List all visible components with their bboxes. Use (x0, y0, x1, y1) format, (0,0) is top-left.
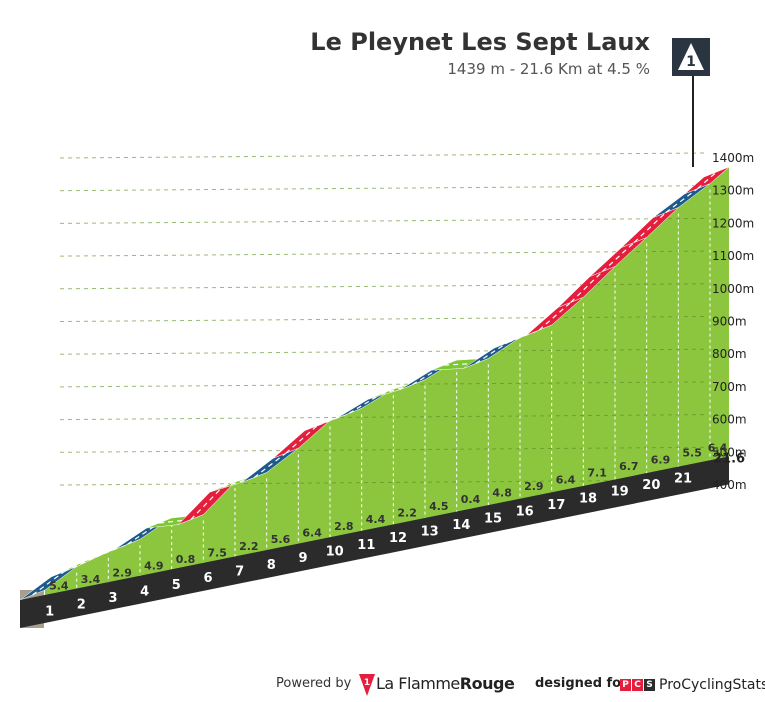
gradient-label: 6.4 (556, 473, 576, 486)
grid-line (59, 250, 706, 257)
road-centerline (32, 571, 65, 596)
designed-for-label: designed for (535, 676, 628, 691)
pcs-letter-p: P (620, 679, 631, 691)
road-centerline (63, 556, 97, 573)
gradient-label: 6.7 (619, 460, 639, 473)
grid-line (59, 283, 706, 290)
km-label: 18 (579, 491, 597, 506)
y-tick-label: 1400m (712, 151, 754, 165)
km-label: 15 (484, 511, 502, 526)
gradient-label: 3.4 (81, 573, 101, 586)
flamme-rouge-brand[interactable]: La FlammeRouge (376, 674, 515, 693)
gradient-label: 5.4 (49, 580, 69, 593)
km-label: 17 (547, 498, 565, 513)
grid-line (59, 446, 706, 453)
gradient-label: 0.8 (176, 553, 196, 566)
km-label: 6 (203, 571, 212, 586)
road-centerline (602, 241, 635, 272)
climb-title: Le Pleynet Les Sept Laux (310, 28, 650, 56)
gradient-label: 2.9 (524, 480, 544, 493)
grid-line (59, 414, 706, 421)
pcs-logo-icon: P C S (620, 679, 655, 691)
y-tick-label: 1100m (712, 249, 754, 263)
km-label: 8 (267, 558, 276, 573)
km-label: 16 (516, 505, 534, 520)
gradient-label: 5.6 (271, 533, 291, 546)
road-centerline (538, 301, 572, 331)
pcs-letter-c: C (632, 679, 643, 691)
y-tick-label: 600m (712, 413, 747, 427)
gradient-label: 4.8 (492, 487, 512, 500)
grid-line (59, 185, 706, 192)
km-label: 3 (108, 591, 117, 606)
y-tick-label: 1300m (712, 184, 754, 198)
y-tick-label: 1000m (712, 282, 754, 296)
gradient-label: 7.5 (207, 546, 227, 559)
gradient-label: 7.1 (587, 467, 607, 480)
road-centerline (633, 212, 667, 243)
gradient-label: 2.2 (239, 540, 259, 553)
gradient-label: 0.4 (461, 493, 481, 506)
category-triangle-icon (678, 43, 704, 70)
procyclingstats-brand[interactable]: ProCyclingStats (659, 677, 765, 693)
road-centerline (475, 342, 508, 364)
flamme-brand-bold: Rouge (459, 674, 515, 693)
road-centerline (348, 393, 382, 414)
y-tick-label: 1200m (712, 216, 754, 230)
km-label: 7 (235, 564, 244, 579)
road-centerline (697, 171, 717, 190)
km-label: 11 (357, 538, 375, 553)
road-centerline (190, 486, 223, 520)
road-centerline (285, 424, 318, 454)
gradient-label: 6.4 (302, 526, 322, 539)
km-label: 20 (642, 478, 660, 493)
gradient-label: 4.9 (144, 560, 164, 573)
y-tick-label: 500m (712, 445, 747, 459)
svg-text:1: 1 (364, 678, 370, 688)
km-label: 2 (77, 598, 86, 613)
y-tick-label: 700m (712, 380, 747, 394)
grid-line (59, 152, 706, 159)
powered-by-label: Powered by (276, 676, 352, 691)
gradient-label: 4.4 (366, 513, 386, 526)
gradient-label: 6.9 (651, 453, 671, 466)
km-label: 19 (611, 485, 629, 500)
gradient-label: 5.5 (682, 447, 702, 460)
flamme-rouge-logo-icon: 1 (359, 674, 375, 696)
y-tick-label: 800m (712, 347, 747, 361)
gradient-label: 2.9 (112, 566, 132, 579)
km-label: 4 (140, 584, 149, 599)
road-centerline (570, 271, 603, 303)
pcs-letter-s: S (644, 679, 655, 691)
km-label: 14 (452, 518, 470, 533)
grid-line (59, 217, 706, 224)
gradient-label: 2.8 (334, 520, 354, 533)
km-label: 10 (326, 545, 344, 560)
grid-line (59, 479, 706, 486)
grid-line (59, 381, 706, 388)
road-centerline (665, 188, 698, 213)
km-label: 5 (172, 578, 181, 593)
km-label: 21 (674, 471, 692, 486)
grid-line (59, 348, 706, 355)
km-label: 13 (421, 525, 439, 540)
gradient-label: 2.2 (397, 507, 417, 520)
grid-line (59, 316, 706, 322)
climb-subtitle: 1439 m - 21.6 Km at 4.5 % (447, 60, 650, 78)
flamme-brand-light: La Flamme (376, 674, 460, 693)
profile-base (20, 456, 729, 628)
gradient-label: 6.4 (708, 441, 728, 454)
y-tick-label: 900m (712, 315, 747, 329)
km-label: 1 (45, 604, 54, 619)
category-number: 1 (686, 54, 696, 70)
y-tick-label: 400m (712, 478, 747, 492)
km-label: 12 (389, 531, 407, 546)
end-distance-label: 21.6 (713, 451, 745, 466)
km-label: 9 (298, 551, 307, 566)
road-centerline (253, 452, 287, 478)
gradient-label: 4.5 (429, 500, 449, 513)
